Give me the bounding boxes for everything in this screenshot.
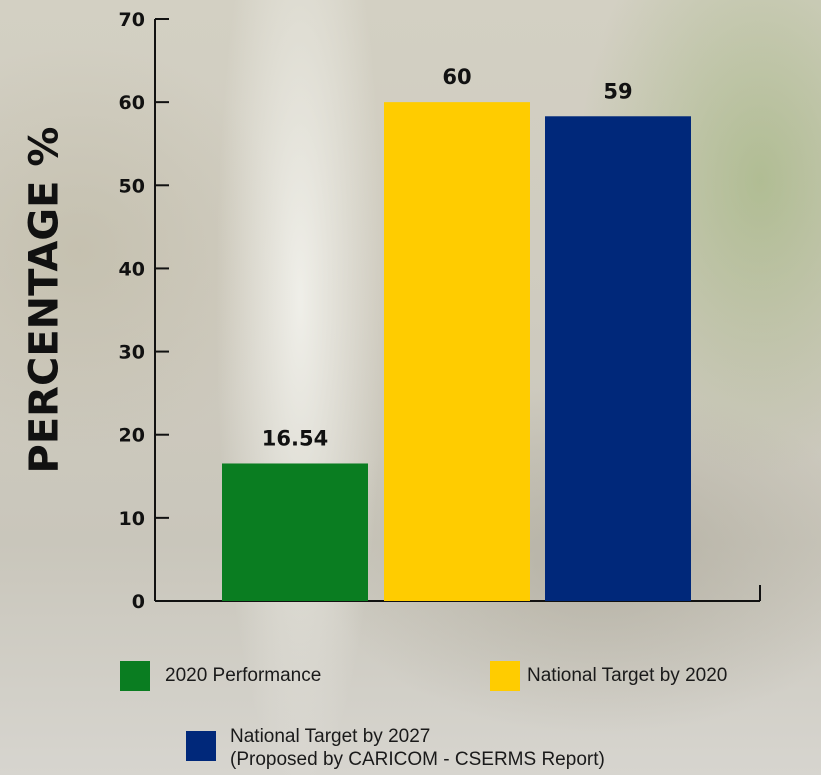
bar-value-label: 60 [442,65,471,89]
y-tick-label: 20 [119,425,145,447]
legend-label-national-target-2027: National Target by 2027 (Proposed by CAR… [230,726,605,770]
bar [384,102,530,602]
y-tick-label: 40 [119,258,145,280]
legend-swatch-2020-performance [120,661,150,691]
y-tick-label: 60 [119,92,145,114]
y-tick-label: 30 [119,342,145,364]
legend-label-2020-performance: 2020 Performance [165,665,322,686]
bars [222,102,691,602]
bar-value-label: 16.54 [262,426,328,450]
y-tick-label: 0 [132,591,145,613]
y-tick-label: 10 [119,508,145,530]
y-tick-label: 70 [119,9,145,31]
y-tick-label: 50 [119,175,145,197]
bar [545,116,691,601]
bar [222,463,368,601]
legend-swatch-national-target-2020 [490,661,520,691]
legend-swatch-national-target-2027 [186,731,216,761]
legend-label-national-target-2020: National Target by 2020 [527,665,728,686]
bar-value-label: 59 [603,79,632,103]
data-labels: 16.54 60 59 [262,65,633,450]
bar-chart: 0 10 20 30 40 50 60 70 16.54 60 59 [119,9,761,613]
